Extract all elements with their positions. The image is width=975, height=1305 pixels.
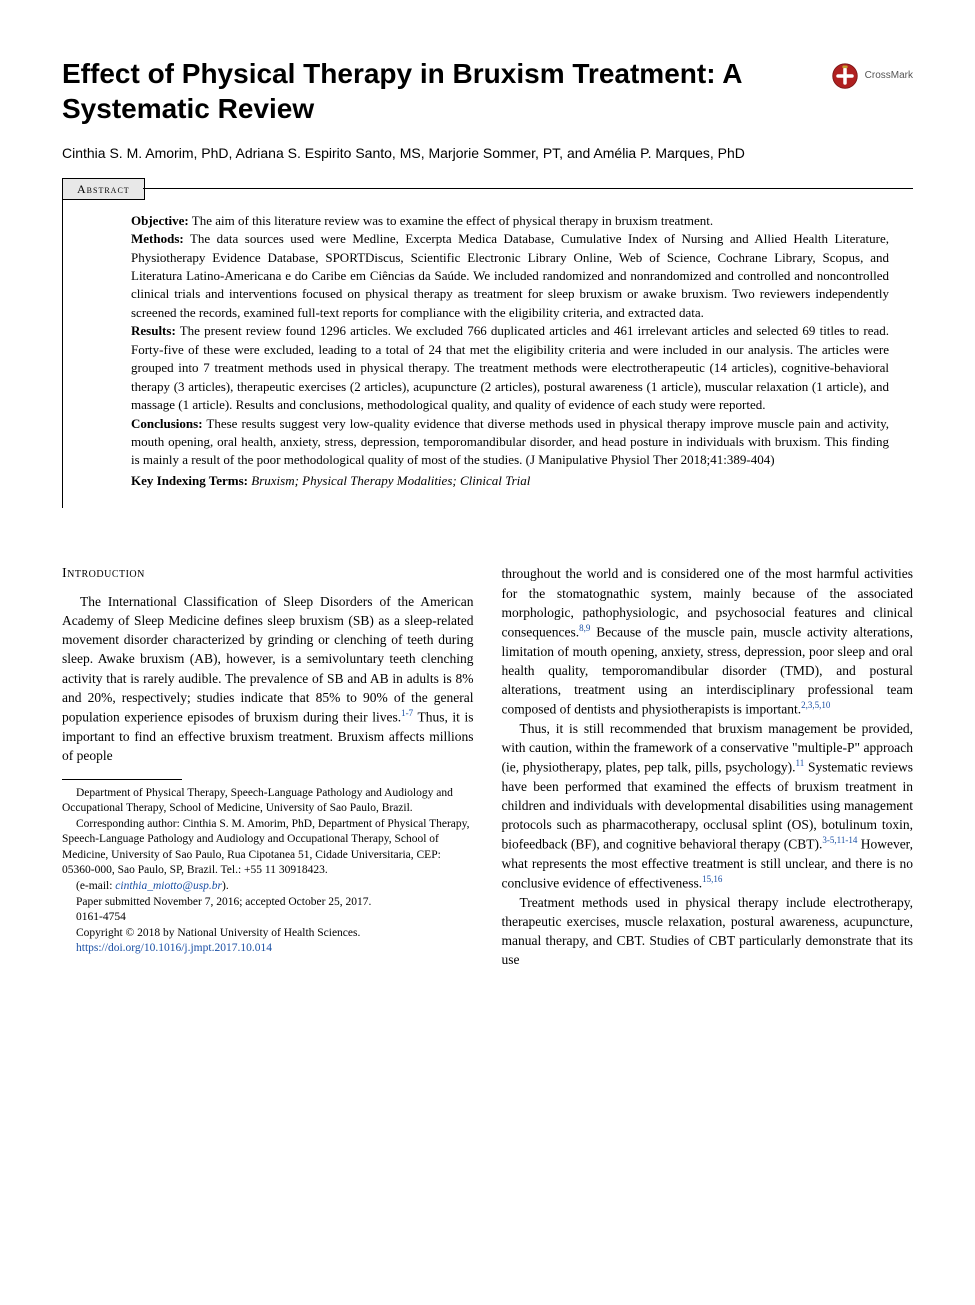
- abstract-top-rule: [143, 188, 913, 189]
- abstract-methods: Methods: The data sources used were Medl…: [131, 230, 889, 322]
- email-link[interactable]: cinthia_miotto@usp.br: [115, 880, 222, 892]
- abstract-conclusions: Conclusions: These results suggest very …: [131, 415, 889, 470]
- email-prefix: (e-mail:: [76, 880, 115, 892]
- intro-paragraph-2: throughout the world and is considered o…: [502, 564, 914, 718]
- footnote-issn: 0161-4754: [62, 910, 474, 926]
- keywords-terms: Bruxism; Physical Therapy Modalities; Cl…: [248, 473, 530, 488]
- footnote-doi: https://doi.org/10.1016/j.jmpt.2017.10.0…: [62, 941, 474, 957]
- abstract-label: Abstract: [62, 178, 145, 201]
- results-label: Results:: [131, 323, 176, 338]
- doi-link[interactable]: https://doi.org/10.1016/j.jmpt.2017.10.0…: [76, 942, 272, 954]
- intro-paragraph-4: Treatment methods used in physical thera…: [502, 893, 914, 970]
- objective-label: Objective:: [131, 213, 189, 228]
- footnote-copyright: Copyright © 2018 by National University …: [62, 926, 474, 942]
- footnote-dates: Paper submitted November 7, 2016; accept…: [62, 895, 474, 911]
- crossmark-badge[interactable]: CrossMark: [831, 62, 913, 90]
- footnote-correspondence: Corresponding author: Cinthia S. M. Amor…: [62, 817, 474, 879]
- footnotes-block: Department of Physical Therapy, Speech-L…: [62, 786, 474, 957]
- conclusions-text: These results suggest very low-quality e…: [131, 416, 889, 468]
- citation-ref[interactable]: 15,16: [702, 874, 722, 884]
- footnote-affiliation: Department of Physical Therapy, Speech-L…: [62, 786, 474, 817]
- methods-text: The data sources used were Medline, Exce…: [131, 231, 889, 320]
- p1-text-a: The International Classification of Slee…: [62, 594, 474, 724]
- abstract-objective: Objective: The aim of this literature re…: [131, 212, 889, 230]
- citation-ref[interactable]: 11: [796, 758, 805, 768]
- citation-ref[interactable]: 8,9: [579, 623, 590, 633]
- intro-paragraph-3: Thus, it is still recommended that bruxi…: [502, 719, 914, 893]
- authors-line: Cinthia S. M. Amorim, PhD, Adriana S. Es…: [62, 144, 913, 164]
- column-right: throughout the world and is considered o…: [502, 564, 914, 969]
- keywords-label: Key Indexing Terms:: [131, 473, 248, 488]
- citation-ref[interactable]: 1-7: [401, 708, 413, 718]
- conclusions-label: Conclusions:: [131, 416, 203, 431]
- results-text: The present review found 1296 articles. …: [131, 323, 889, 412]
- citation-ref[interactable]: 2,3,5,10: [801, 700, 830, 710]
- intro-paragraph-1: The International Classification of Slee…: [62, 592, 474, 765]
- citation-ref[interactable]: 3-5,11-14: [822, 835, 857, 845]
- body-columns: Introduction The International Classific…: [62, 564, 913, 969]
- abstract-results: Results: The present review found 1296 a…: [131, 322, 889, 414]
- article-title: Effect of Physical Therapy in Bruxism Tr…: [62, 56, 762, 126]
- methods-label: Methods:: [131, 231, 184, 246]
- abstract-keywords: Key Indexing Terms: Bruxism; Physical Th…: [131, 472, 889, 490]
- footnote-email: (e-mail: cinthia_miotto@usp.br).: [62, 879, 474, 895]
- email-suffix: ).: [222, 880, 229, 892]
- abstract-box: Abstract Objective: The aim of this lite…: [62, 188, 913, 509]
- objective-text: The aim of this literature review was to…: [189, 213, 713, 228]
- crossmark-label: CrossMark: [865, 69, 913, 83]
- crossmark-icon: [831, 62, 859, 90]
- introduction-heading: Introduction: [62, 564, 474, 584]
- column-left: Introduction The International Classific…: [62, 564, 474, 969]
- footnote-rule: [62, 779, 182, 780]
